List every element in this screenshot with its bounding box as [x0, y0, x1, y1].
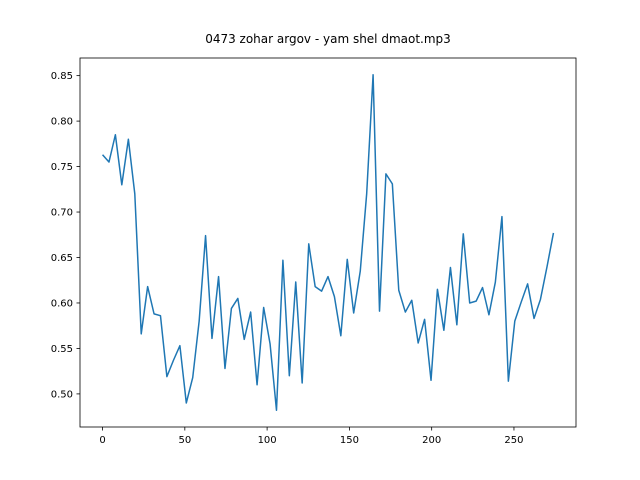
x-tick-label: 100 — [258, 435, 277, 446]
y-tick-label: 0.65 — [51, 253, 73, 264]
axes-frame — [79, 57, 577, 428]
x-tick-label: 150 — [340, 435, 359, 446]
y-tick-label: 0.60 — [51, 298, 73, 309]
y-tick-label: 0.50 — [51, 389, 73, 400]
chart-title: 0473 zohar argov - yam shel dmaot.mp3 — [205, 32, 451, 46]
y-tick-label: 0.80 — [51, 117, 73, 128]
x-tick-label: 250 — [504, 435, 523, 446]
x-tick-label: 200 — [422, 435, 441, 446]
y-tick-label: 0.70 — [51, 208, 73, 219]
x-tick-label: 0 — [99, 435, 105, 446]
y-tick-label: 0.85 — [51, 71, 73, 82]
y-tick-label: 0.75 — [51, 162, 73, 173]
x-tick-label: 50 — [178, 435, 191, 446]
y-tick-label: 0.55 — [51, 344, 73, 355]
line-series — [101, 73, 555, 412]
